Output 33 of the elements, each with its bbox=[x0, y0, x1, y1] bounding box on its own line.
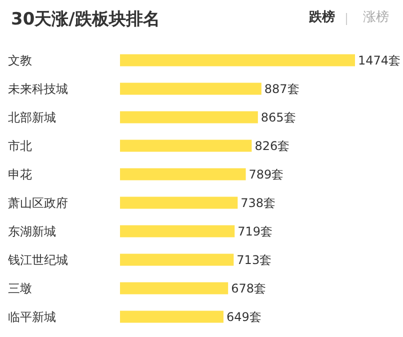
data-label: 865套 bbox=[260, 110, 296, 124]
y-tick-label: 萧山区政府 bbox=[8, 196, 68, 210]
bar bbox=[120, 168, 246, 180]
chart-title: 30天涨/跌板块排名 bbox=[11, 10, 160, 30]
data-label: 887套 bbox=[264, 82, 300, 96]
bar bbox=[120, 196, 238, 209]
bar bbox=[120, 310, 224, 323]
y-tick-label: 临平新城 bbox=[8, 310, 56, 324]
bar bbox=[120, 111, 258, 124]
y-tick-label: 市北 bbox=[8, 138, 32, 153]
y-tick-label: 三墩 bbox=[8, 281, 32, 296]
text: 涨榜 bbox=[363, 10, 389, 25]
data-label: 1474套 bbox=[358, 53, 401, 68]
y-tick-label: 申花 bbox=[8, 167, 32, 182]
y-tick-label: 文教 bbox=[8, 53, 32, 68]
data-label: 713套 bbox=[236, 252, 272, 267]
bar bbox=[120, 254, 234, 266]
y-tick-label: 钱江世纪城 bbox=[7, 252, 68, 267]
bar bbox=[120, 282, 228, 294]
y-tick-label: 东湖新城 bbox=[8, 224, 56, 238]
y-tick-label: 未来科技城 bbox=[8, 82, 68, 96]
data-label: 649套 bbox=[226, 310, 262, 324]
y-tick-label: 北部新城 bbox=[8, 110, 56, 124]
data-label: 789套 bbox=[248, 167, 284, 182]
data-label: 678套 bbox=[231, 281, 266, 296]
data-label: 719套 bbox=[238, 224, 273, 238]
data-label: 738套 bbox=[240, 196, 276, 210]
text: 跌榜 bbox=[308, 9, 335, 25]
data-label: 826套 bbox=[254, 138, 290, 153]
bar bbox=[120, 140, 252, 152]
bar bbox=[120, 225, 235, 238]
bar bbox=[120, 82, 262, 95]
bar bbox=[120, 54, 355, 66]
